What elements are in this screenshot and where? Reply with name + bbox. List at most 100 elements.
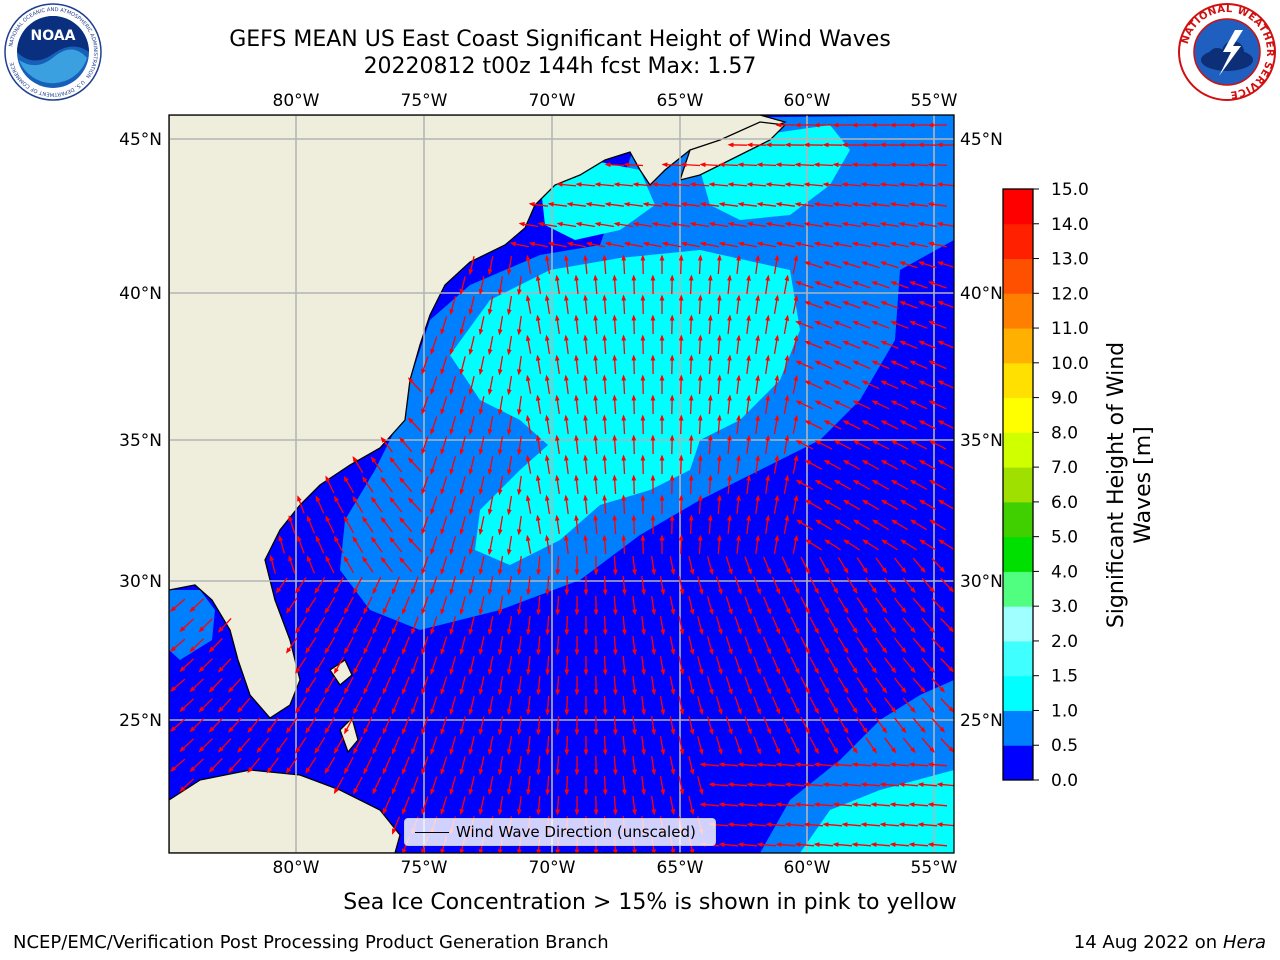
wind-wave-arrow [928,281,947,289]
wind-wave-arrow [631,514,637,535]
wind-wave-arrow [526,656,531,676]
wind-wave-arrow [517,556,522,576]
wind-wave-arrow [775,802,796,807]
wind-wave-arrow [631,394,637,415]
wind-wave-arrow [755,334,760,354]
wind-wave-arrow [697,414,703,435]
wind-wave-arrow [621,454,627,475]
wind-wave-arrow [908,842,929,847]
wind-wave-arrow [459,396,466,416]
wind-wave-arrow [870,202,890,207]
wind-wave-arrow [574,274,579,294]
wind-wave-arrow [583,294,588,315]
wind-wave-arrow [593,514,598,535]
wind-wave-arrow [706,556,714,576]
wind-wave-arrow [575,182,596,187]
wind-wave-arrow [632,556,637,576]
wind-wave-arrow [344,676,354,695]
wind-wave-arrow [604,202,624,207]
wind-wave-arrow [525,454,532,474]
wind-wave-arrow [737,202,757,207]
wind-wave-arrow [324,636,336,655]
lat-label-right: 25°N [960,711,1003,731]
wind-wave-arrow [612,434,618,455]
wind-wave-arrow [746,474,751,494]
wind-wave-arrow [506,535,513,556]
colorbar-tick-label: 3.0 [1051,597,1078,617]
wind-wave-arrow [343,515,355,534]
wind-wave-arrow [421,596,429,615]
wind-wave-arrow [566,202,586,207]
colorbar-tick-label: 1.0 [1051,701,1078,721]
wind-wave-arrow [736,414,741,434]
wind-wave-arrow [833,360,852,370]
wind-wave-arrow [880,261,899,269]
wind-wave-arrow [506,575,513,596]
wind-wave-arrow [478,396,485,416]
colorbar-segment [1003,328,1033,364]
wind-wave-arrow [554,394,560,414]
wind-wave-arrow [902,697,916,714]
wind-wave-arrow [940,698,954,713]
wind-wave-arrow [837,636,849,654]
wind-wave-arrow [851,162,872,168]
wind-wave-arrow [669,716,676,736]
wind-wave-arrow [809,576,819,595]
wind-wave-arrow [716,254,722,275]
wind-wave-arrow [762,716,772,735]
colorbar-segment [1003,640,1033,677]
wind-wave-arrow [535,314,542,335]
wind-wave-arrow [353,576,363,595]
wind-wave-arrow [497,675,504,696]
colorbar-segment [1003,745,1033,781]
wind-wave-arrow [497,435,504,456]
wind-wave-arrow [716,294,722,315]
wind-wave-arrow [449,696,457,716]
wind-wave-arrow [487,616,494,636]
wind-wave-arrow [846,617,858,634]
wind-wave-arrow [688,796,695,816]
wind-wave-arrow [813,842,834,847]
wind-wave-arrow [497,395,504,416]
wind-wave-arrow [790,696,800,715]
wind-wave-arrow [783,394,790,415]
wind-wave-arrow [856,597,868,614]
wind-wave-arrow [928,321,947,329]
wind-wave-arrow [725,716,733,736]
wind-wave-arrow [865,657,877,674]
wind-wave-arrow [487,416,494,436]
wind-wave-arrow [449,456,457,476]
wind-wave-arrow [792,254,799,274]
wind-wave-arrow [851,202,871,207]
colorbar-segment [1003,258,1033,294]
wind-wave-arrow [295,617,307,634]
wind-wave-arrow [870,241,890,248]
wind-wave-arrow [792,454,799,474]
wind-wave-arrow [851,842,872,847]
wind-wave-arrow [285,757,298,774]
lat-label-left: 25°N [119,711,162,731]
wind-wave-arrow [641,576,646,596]
wind-wave-arrow [641,776,646,796]
lon-label-top: 65°W [657,91,704,111]
wind-wave-arrow [449,576,457,596]
wind-wave-arrow [861,459,880,470]
wind-wave-arrow [860,221,881,228]
wind-wave-arrow [781,676,791,695]
wind-wave-arrow [827,616,839,635]
wind-wave-arrow [809,696,819,715]
wind-wave-arrow [632,716,637,736]
wind-wave-arrow [487,736,494,756]
wind-wave-arrow [688,756,695,776]
wind-wave-arrow [468,456,475,476]
wind-wave-arrow [380,436,394,453]
wind-wave-arrow [879,182,900,187]
wind-wave-arrow [736,294,741,314]
wind-wave-arrow [544,294,551,315]
wind-wave-arrow [179,738,195,753]
colorbar-tick-label: 2.0 [1051,632,1078,652]
wind-wave-arrow [872,519,890,531]
wind-wave-arrow [506,375,513,396]
wind-wave-arrow [528,202,548,207]
wind-wave-arrow [585,202,605,207]
